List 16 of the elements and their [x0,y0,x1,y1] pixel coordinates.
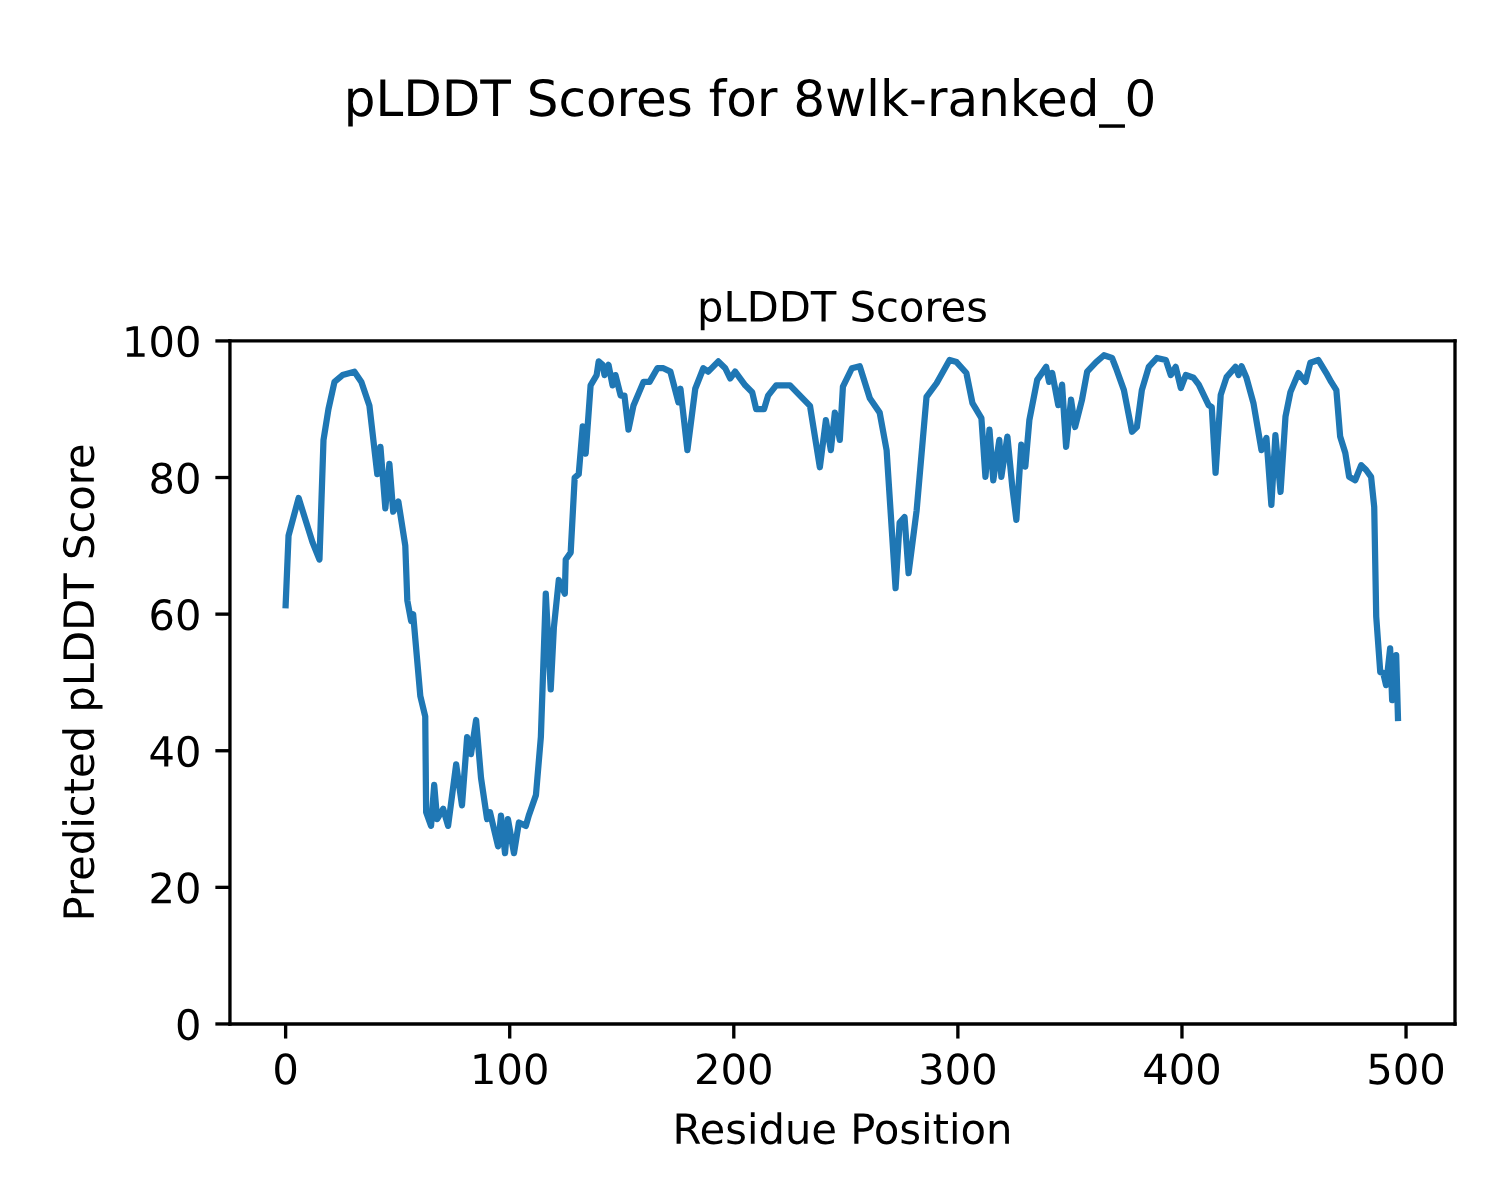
y-axis-title: Predicted pLDDT Score [62,445,103,918]
x-axis-title: Residue Position [676,1112,1009,1145]
x-tick-label: 300 [921,1053,995,1085]
y-tick-label: 100 [126,325,199,358]
y-tick-label: 80 [151,462,199,494]
y-tick-label: 60 [151,599,199,631]
y-tick-label: 20 [151,872,199,904]
x-tick-label: 100 [474,1053,547,1085]
chart-title: pLDDT Scores for 8wlk-ranked_0 [348,78,1153,128]
x-tick-label: 400 [1144,1053,1219,1085]
y-tick-label: 40 [150,735,199,768]
x-tick-label: 200 [697,1053,771,1085]
chart-subtitle: pLDDT Scores [700,290,986,331]
x-tick-label: 0 [275,1053,297,1085]
x-tick-label: 500 [1369,1053,1444,1085]
y-tick-label: 0 [177,1008,199,1041]
